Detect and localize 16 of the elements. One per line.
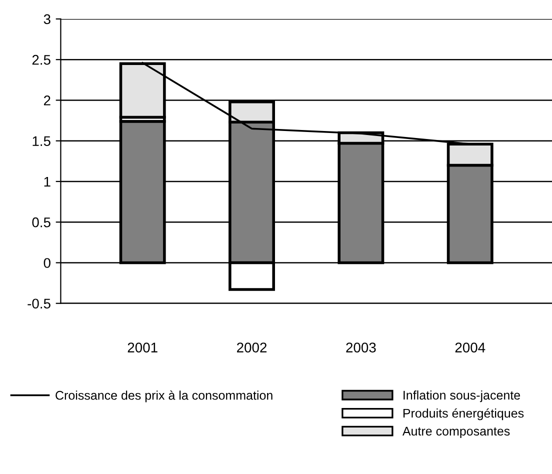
legend-label: Inflation sous-jacente (404, 390, 520, 402)
y-tick-label: 0.5 (32, 217, 50, 228)
y-tick-label: 1.5 (32, 136, 50, 146)
y-tick-label: 0 (44, 258, 50, 268)
legend-label: Produits énergétiques (403, 408, 524, 420)
x-tick-label: 2002 (237, 342, 267, 352)
legend-label: Autre composantes (402, 426, 510, 438)
y-tick-label: 2 (44, 96, 50, 106)
y-tick-label: -0.5 (28, 298, 50, 309)
x-tick-label: 2004 (455, 342, 486, 352)
y-tick-label: 2.5 (32, 54, 50, 65)
x-tick-label: 2003 (346, 342, 376, 352)
legend-label: Croissance des prix à la consommation (56, 390, 272, 402)
x-tick-label: 2001 (128, 342, 158, 352)
y-tick-label: 3 (44, 14, 50, 24)
y-tick-label: 1 (44, 176, 50, 187)
